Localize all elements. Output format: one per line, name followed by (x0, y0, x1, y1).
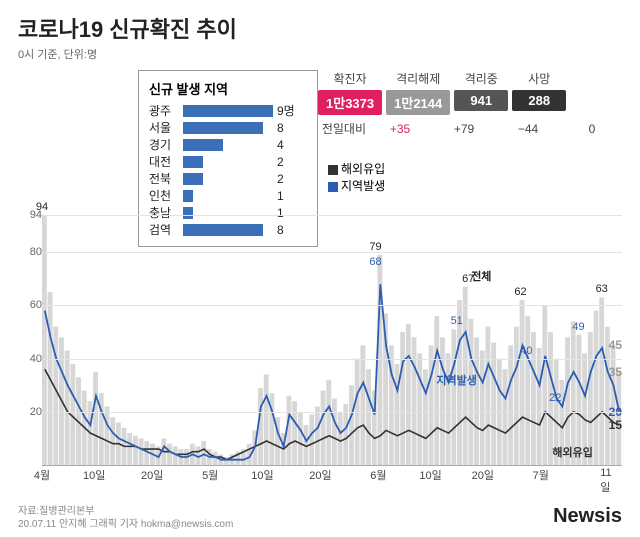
region-label: 전북 (149, 170, 183, 187)
stat-head: 격리중 (465, 70, 498, 87)
stat-head: 사망 (528, 70, 550, 87)
subtitle: 0시 기준, 단위:명 (18, 46, 622, 62)
region-value: 8 (277, 121, 284, 135)
right-tick: 35 (609, 365, 622, 379)
xlabel: 11일 (600, 467, 615, 495)
region-label: 인천 (149, 187, 183, 204)
xlabel: 10일 (83, 467, 105, 483)
region-row: 대전 2 (149, 153, 307, 170)
stat-col: 확진자 1만3373 (318, 70, 382, 115)
credit: 20.07.11 안지혜 그래픽 기자 hokma@newsis.com (18, 518, 233, 531)
region-label: 경기 (149, 136, 183, 153)
gridline (42, 215, 622, 216)
xlabel: 20일 (472, 467, 494, 483)
peak-label: 40 (520, 345, 532, 357)
xlabel: 10일 (419, 467, 441, 483)
xlabel: 10일 (251, 467, 273, 483)
stat-head: 격리해제 (396, 70, 440, 87)
gridline (42, 305, 622, 306)
legend-domestic: 지역발생 (328, 177, 385, 194)
series-label: 전체 (471, 268, 491, 284)
stat-col: 격리해제 1만2144 (386, 70, 450, 115)
region-value: 2 (277, 155, 284, 169)
stat-delta: +79 (434, 122, 494, 136)
region-label: 광주 (149, 102, 183, 119)
xlabel: 7월 (533, 467, 549, 483)
gridline (42, 359, 622, 360)
peak-label: 94 (36, 201, 48, 213)
peak-label: 49 (572, 321, 584, 333)
stat-col: 격리중 941 (454, 70, 508, 115)
stat-box: 1만2144 (386, 90, 450, 115)
series-label: 지역발생 (436, 372, 476, 388)
gridline (42, 252, 622, 253)
peak-label: 51 (451, 315, 463, 327)
region-bar (183, 173, 203, 185)
stat-delta: +35 (370, 122, 430, 136)
stat-delta: −44 (498, 122, 558, 136)
peak-label: 22 (549, 392, 561, 404)
region-label: 대전 (149, 153, 183, 170)
brand: Newsis (553, 505, 622, 531)
right-tick: 45 (609, 338, 622, 352)
region-value: 4 (277, 138, 284, 152)
region-bar (183, 139, 223, 151)
xlabel: 20일 (141, 467, 163, 483)
xlabel: 5월 (202, 467, 218, 483)
ytick: 80 (30, 246, 42, 258)
legend-overseas: 해외유입 (328, 160, 385, 177)
stat-box: 941 (454, 90, 508, 111)
peak-label: 62 (514, 286, 526, 298)
right-tick: 15 (609, 418, 622, 432)
delta-label: 전일대비 (318, 120, 366, 137)
xlabel: 6월 (370, 467, 386, 483)
ytick: 60 (30, 299, 42, 311)
region-row: 경기 4 (149, 136, 307, 153)
xlabel: 4월 (34, 467, 50, 483)
region-bar (183, 156, 203, 168)
chart-area: 2040608094 94796851676240224963 전체지역발생해외… (18, 215, 622, 485)
region-value: 2 (277, 172, 284, 186)
region-label: 서울 (149, 119, 183, 136)
legend-sq-domestic (328, 182, 338, 192)
peak-label: 68 (369, 256, 381, 268)
peak-label: 63 (596, 283, 608, 295)
region-bar (183, 105, 273, 117)
ytick: 20 (30, 406, 42, 418)
region-row: 인천 1 (149, 187, 307, 204)
region-bar (183, 190, 193, 202)
ytick: 40 (30, 353, 42, 365)
stat-box: 288 (512, 90, 566, 111)
stat-delta: 0 (562, 122, 622, 136)
region-row: 전북 2 (149, 170, 307, 187)
stat-head: 확진자 (334, 70, 367, 87)
title: 코로나19 신규확진 추이 (18, 12, 622, 44)
peak-label: 79 (369, 241, 381, 253)
stat-col: 사망 288 (512, 70, 566, 115)
region-row: 광주 9명 (149, 102, 307, 119)
region-title: 신규 발생 지역 (149, 79, 307, 98)
region-value: 1 (277, 189, 284, 203)
xlabel: 20일 (309, 467, 331, 483)
gridline (42, 412, 622, 413)
stat-box: 1만3373 (318, 90, 382, 115)
legend-sq-overseas (328, 165, 338, 175)
region-value: 9명 (277, 102, 295, 119)
region-bar (183, 122, 263, 134)
series-label: 해외유입 (552, 444, 592, 460)
region-row: 서울 8 (149, 119, 307, 136)
source: 자료:질병관리본부 (18, 505, 233, 518)
